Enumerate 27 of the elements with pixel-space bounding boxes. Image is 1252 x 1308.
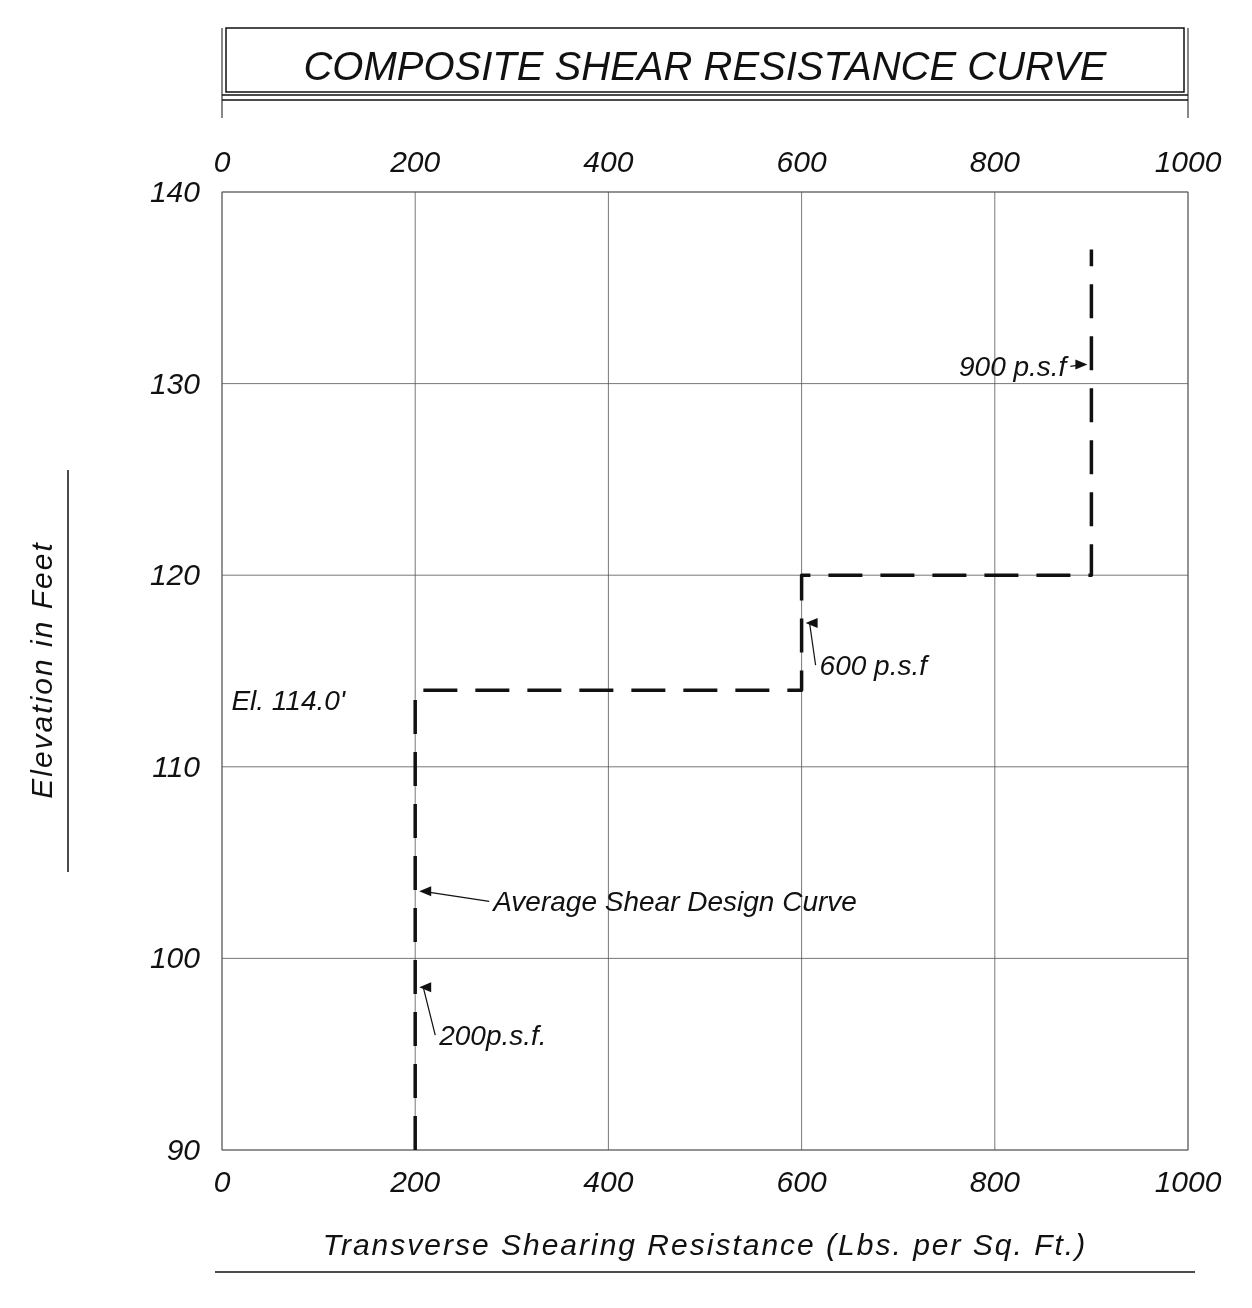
x-tick-label: 1000 bbox=[1154, 145, 1222, 178]
x-tick-label: 200 bbox=[389, 145, 441, 178]
y-tick-label: 100 bbox=[149, 941, 201, 975]
x2-tick-label: 1000 bbox=[1154, 1165, 1222, 1198]
x-axis-title: Transverse Shearing Resistance (Lbs. per Sq. Ft.) bbox=[322, 1228, 1088, 1261]
chart-title: COMPOSITE SHEAR RESISTANCE CURVE bbox=[303, 44, 1108, 88]
annotation: El. 114.0' bbox=[231, 685, 347, 717]
y-tick-label: 140 bbox=[149, 175, 201, 208]
annotation: 900 p.s.f bbox=[958, 351, 1070, 383]
y-tick-label: 110 bbox=[152, 749, 201, 783]
y-tick-label: 130 bbox=[149, 366, 201, 400]
x-tick-label: 800 bbox=[969, 145, 1021, 178]
x2-tick-label: 0 bbox=[213, 1165, 231, 1198]
annotation: Average Shear Design Curve bbox=[491, 886, 857, 918]
annotation: 200p.s.f. bbox=[438, 1020, 547, 1052]
x-tick-label: 400 bbox=[583, 145, 634, 178]
x-tick-label: 600 bbox=[776, 145, 827, 178]
x2-tick-label: 800 bbox=[969, 1165, 1021, 1198]
x2-tick-label: 600 bbox=[776, 1165, 827, 1198]
x-tick-label: 0 bbox=[213, 145, 231, 178]
line-series bbox=[413, 247, 1094, 1152]
x2-tick-label: 200 bbox=[389, 1165, 441, 1198]
y-axis-title: Elevation in Feet bbox=[25, 541, 58, 799]
y-tick-label: 120 bbox=[149, 558, 201, 592]
y-tick-label: 90 bbox=[166, 1133, 201, 1166]
annotation: 600 p.s.f bbox=[819, 650, 931, 682]
x2-tick-label: 400 bbox=[583, 1165, 634, 1198]
